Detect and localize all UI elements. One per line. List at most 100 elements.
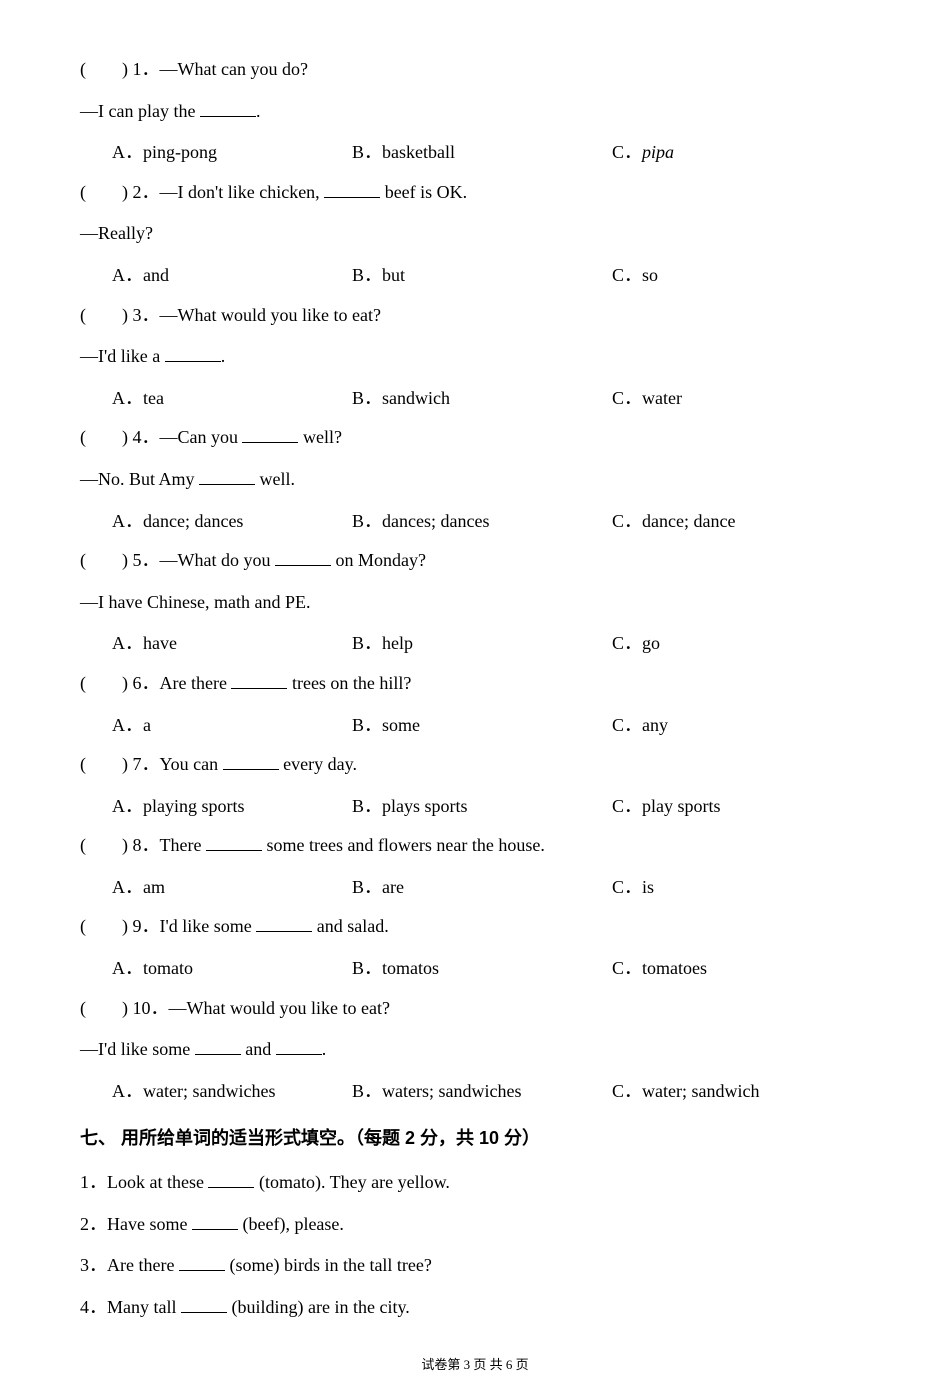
q10-choices: A．water; sandwiches B．waters; sandwiches… [80,1072,870,1112]
q4-opt-b: B．dances; dances [352,502,612,542]
fill-1: 1．Look at these (tomato). They are yello… [80,1163,870,1203]
q2-choices: A．and B．but C．so [80,256,870,296]
blank [199,467,255,485]
q4-stem-b-pre: —No. But Amy [80,469,199,489]
section-7-header: 七、 用所给单词的适当形式填空。（每题 2 分，共 10 分） [80,1119,870,1159]
f2-post: (beef), please. [238,1214,344,1234]
q10-stem-b: —I'd like some and . [80,1030,870,1070]
q1-stem-a: ( ) 1．—What can you do? [80,50,870,90]
q10-opt-b: B．waters; sandwiches [352,1072,612,1112]
fill-2: 2．Have some (beef), please. [80,1205,870,1245]
q2-stem-post: beef is OK. [380,182,467,202]
q7-opt-a: A．playing sports [112,787,352,827]
f2-pre: 2．Have some [80,1214,192,1234]
q3-opt-b: B．sandwich [352,379,612,419]
q4-stem-pre: ( ) 4．—Can you [80,427,242,447]
blank [206,833,262,851]
q3-stem-b-post: . [221,346,226,366]
q3-stem-a: ( ) 3．—What would you like to eat? [80,296,870,336]
q2-opt-c: C．so [612,256,870,296]
q4-opt-c: C．dance; dance [612,502,870,542]
q9-choices: A．tomato B．tomatos C．tomatoes [80,949,870,989]
q9-opt-a: A．tomato [112,949,352,989]
q4-stem-a: ( ) 4．—Can you well? [80,418,870,458]
q5-opt-a: A．have [112,624,352,664]
f4-pre: 4．Many tall [80,1297,181,1317]
q9-stem-post: and salad. [312,916,388,936]
blank [242,425,298,443]
blank [256,914,312,932]
q3-stem-b: —I'd like a . [80,337,870,377]
q5-stem-b: —I have Chinese, math and PE. [80,583,870,623]
q1-stem-b-post: . [256,101,261,121]
q8-stem-post: some trees and flowers near the house. [262,835,545,855]
q5-opt-b: B．help [352,624,612,664]
q6-choices: A．a B．some C．any [80,706,870,746]
q10-opt-c: C．water; sandwich [612,1072,870,1112]
q2-opt-a: A．and [112,256,352,296]
q2-stem-pre: ( ) 2．—I don't like chicken, [80,182,324,202]
q6-opt-c: C．any [612,706,870,746]
q4-stem-post: well? [298,427,341,447]
q4-opt-a: A．dance; dances [112,502,352,542]
q1-opt-a: A．ping-pong [112,133,352,173]
fill-4: 4．Many tall (building) are in the city. [80,1288,870,1328]
q6-stem-post: trees on the hill? [287,673,411,693]
blank [208,1170,254,1188]
q3-opt-a: A．tea [112,379,352,419]
q8-opt-c: C．is [612,868,870,908]
blank [195,1037,241,1055]
q10-stem-b-pre: —I'd like some [80,1039,195,1059]
q2-opt-b: B．but [352,256,612,296]
q6-stem: ( ) 6．Are there trees on the hill? [80,664,870,704]
q1-c-label: C． [612,142,642,162]
q8-opt-b: B．are [352,868,612,908]
blank [165,344,221,362]
q3-choices: A．tea B．sandwich C．water [80,379,870,419]
f1-pre: 1．Look at these [80,1172,208,1192]
blank [231,671,287,689]
q6-opt-a: A．a [112,706,352,746]
q1-stem-b-pre: —I can play the [80,101,200,121]
q7-stem-pre: ( ) 7．You can [80,754,223,774]
q8-stem-pre: ( ) 8．There [80,835,206,855]
q1-c-italic: pipa [642,142,674,162]
q10-stem-a: ( ) 10．—What would you like to eat? [80,989,870,1029]
q2-stem-a: ( ) 2．—I don't like chicken, beef is OK. [80,173,870,213]
q8-opt-a: A．am [112,868,352,908]
q1-opt-c: C．pipa [612,133,870,173]
q1-stem-b: —I can play the . [80,92,870,132]
f3-pre: 3．Are there [80,1255,179,1275]
blank [275,548,331,566]
fill-3: 3．Are there (some) birds in the tall tre… [80,1246,870,1286]
q10-stem-b-post: . [322,1039,327,1059]
blank [181,1295,227,1313]
q8-stem: ( ) 8．There some trees and flowers near … [80,826,870,866]
f1-post: (tomato). They are yellow. [254,1172,449,1192]
q5-stem-post: on Monday? [331,550,426,570]
blank [200,99,256,117]
q8-choices: A．am B．are C．is [80,868,870,908]
f4-post: (building) are in the city. [227,1297,410,1317]
q9-stem: ( ) 9．I'd like some and salad. [80,907,870,947]
q7-choices: A．playing sports B．plays sports C．play s… [80,787,870,827]
q7-opt-b: B．plays sports [352,787,612,827]
q4-stem-b: —No. But Amy well. [80,460,870,500]
q5-stem-pre: ( ) 5．—What do you [80,550,275,570]
blank [223,752,279,770]
q9-opt-b: B．tomatos [352,949,612,989]
blank [179,1253,225,1271]
q9-opt-c: C．tomatoes [612,949,870,989]
blank [192,1212,238,1230]
q4-choices: A．dance; dances B．dances; dances C．dance… [80,502,870,542]
q1-opt-b: B．basketball [352,133,612,173]
q6-opt-b: B．some [352,706,612,746]
page-footer: 试卷第 3 页 共 6 页 [80,1351,870,1380]
q5-opt-c: C．go [612,624,870,664]
q10-opt-a: A．water; sandwiches [112,1072,352,1112]
q7-stem-post: every day. [279,754,357,774]
q2-stem-b: —Really? [80,214,870,254]
blank [276,1037,322,1055]
q7-opt-c: C．play sports [612,787,870,827]
f3-post: (some) birds in the tall tree? [225,1255,432,1275]
